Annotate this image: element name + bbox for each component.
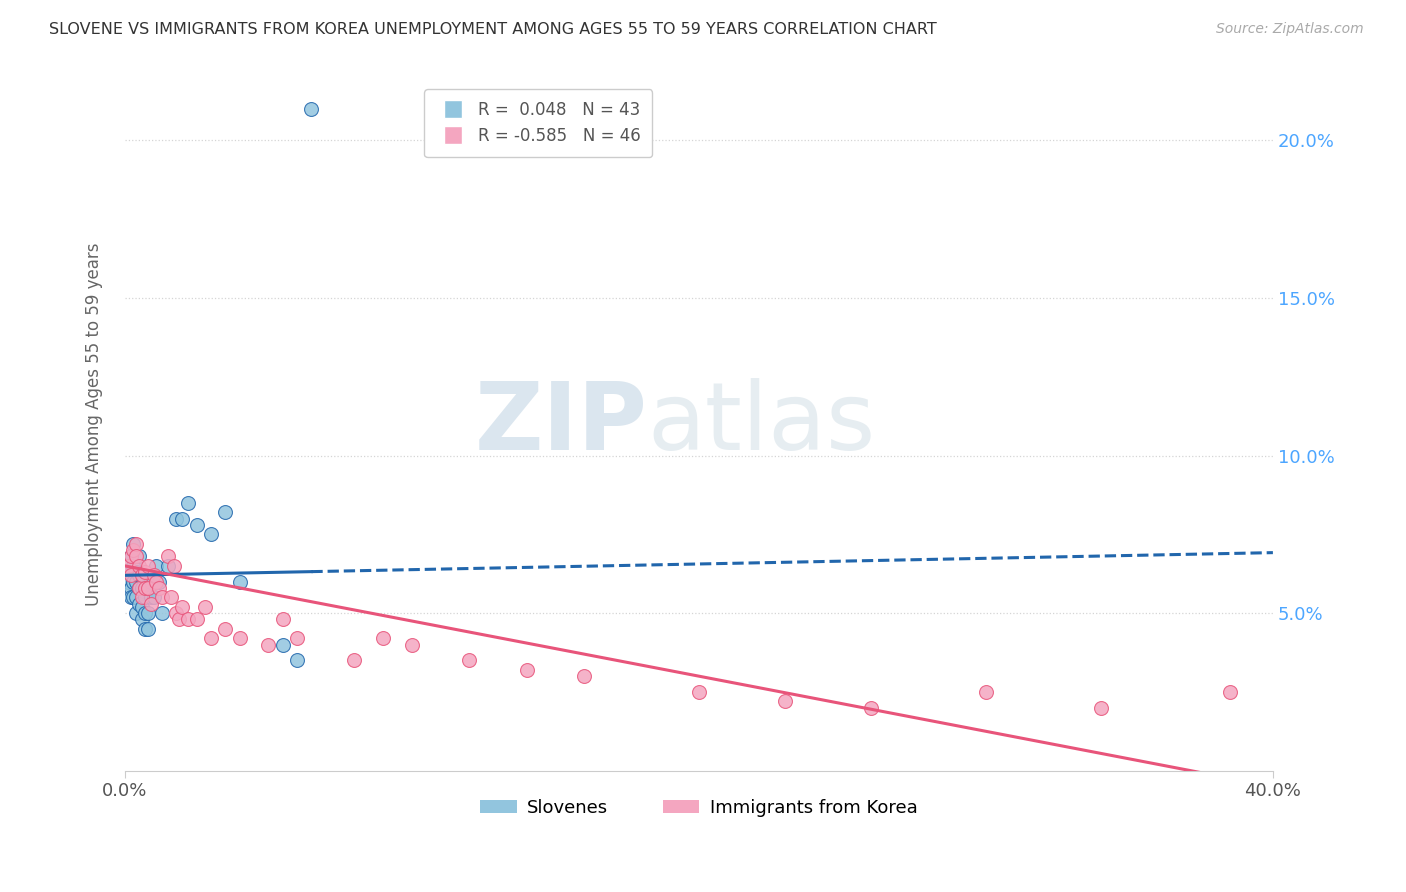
Point — [136, 622, 159, 636]
Point — [166, 606, 188, 620]
Point — [156, 558, 179, 573]
Point — [122, 558, 145, 573]
Point — [136, 581, 159, 595]
Point — [228, 574, 250, 589]
Point — [228, 632, 250, 646]
Point — [458, 653, 481, 667]
Point — [139, 574, 162, 589]
Point — [128, 568, 150, 582]
Point — [177, 496, 200, 510]
Point — [128, 549, 150, 564]
Point — [120, 581, 142, 595]
Point — [122, 574, 145, 589]
Text: ZIP: ZIP — [474, 378, 647, 470]
Point — [120, 591, 142, 605]
Point — [131, 581, 153, 595]
Text: atlas: atlas — [647, 378, 876, 470]
Point — [139, 597, 162, 611]
Point — [136, 606, 159, 620]
Point — [125, 565, 148, 579]
Text: Source: ZipAtlas.com: Source: ZipAtlas.com — [1216, 22, 1364, 37]
Point — [145, 558, 167, 573]
Point — [128, 581, 150, 595]
Point — [257, 638, 280, 652]
Point — [516, 663, 538, 677]
Point — [134, 581, 156, 595]
Point — [131, 568, 153, 582]
Legend: Slovenes, Immigrants from Korea: Slovenes, Immigrants from Korea — [474, 791, 925, 824]
Point — [131, 599, 153, 614]
Point — [125, 574, 148, 589]
Point — [145, 574, 167, 589]
Point — [166, 511, 188, 525]
Point — [122, 591, 145, 605]
Text: SLOVENE VS IMMIGRANTS FROM KOREA UNEMPLOYMENT AMONG AGES 55 TO 59 YEARS CORRELAT: SLOVENE VS IMMIGRANTS FROM KOREA UNEMPLO… — [49, 22, 936, 37]
Point — [343, 653, 366, 667]
Point — [285, 632, 308, 646]
Point — [186, 612, 208, 626]
Point — [128, 558, 150, 573]
Point — [125, 591, 148, 605]
Point — [162, 558, 184, 573]
Point — [172, 599, 194, 614]
Point — [120, 568, 142, 582]
Point — [117, 558, 139, 573]
Point — [139, 591, 162, 605]
Point — [860, 700, 883, 714]
Point — [125, 537, 148, 551]
Point — [299, 102, 322, 116]
Point — [117, 574, 139, 589]
Point — [271, 612, 294, 626]
Point — [1219, 685, 1241, 699]
Point — [271, 638, 294, 652]
Y-axis label: Unemployment Among Ages 55 to 59 years: Unemployment Among Ages 55 to 59 years — [86, 243, 103, 606]
Point — [159, 591, 181, 605]
Point — [134, 606, 156, 620]
Point — [1090, 700, 1112, 714]
Point — [120, 549, 142, 564]
Point — [134, 591, 156, 605]
Point — [122, 543, 145, 558]
Point — [120, 549, 142, 564]
Point — [172, 511, 194, 525]
Point — [773, 694, 796, 708]
Point — [131, 612, 153, 626]
Point — [128, 597, 150, 611]
Point — [214, 622, 236, 636]
Point — [150, 591, 173, 605]
Point — [169, 612, 191, 626]
Point — [572, 669, 595, 683]
Point — [117, 565, 139, 579]
Point — [134, 622, 156, 636]
Point — [186, 517, 208, 532]
Point — [125, 549, 148, 564]
Point — [150, 606, 173, 620]
Point — [142, 568, 165, 582]
Point — [128, 581, 150, 595]
Point — [688, 685, 710, 699]
Point — [194, 599, 217, 614]
Point — [214, 505, 236, 519]
Point — [122, 537, 145, 551]
Point — [134, 565, 156, 579]
Point — [142, 591, 165, 605]
Point — [156, 549, 179, 564]
Point — [177, 612, 200, 626]
Point — [373, 632, 395, 646]
Point — [136, 558, 159, 573]
Point — [131, 591, 153, 605]
Point — [148, 581, 170, 595]
Point — [200, 527, 222, 541]
Point — [125, 606, 148, 620]
Point — [131, 568, 153, 582]
Point — [974, 685, 997, 699]
Point — [200, 632, 222, 646]
Point — [285, 653, 308, 667]
Point — [401, 638, 423, 652]
Point — [148, 574, 170, 589]
